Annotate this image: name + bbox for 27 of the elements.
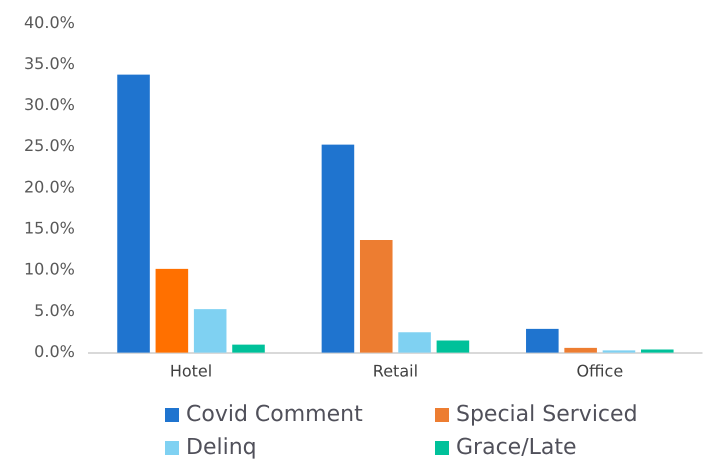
bar [641,350,674,353]
x-tick-label: Retail [372,362,418,381]
y-tick-label: 30.0% [24,95,75,114]
legend-label: Grace/Late [456,435,577,460]
legend-label: Delinq [186,435,257,460]
bar [436,340,470,353]
legend-label: Special Serviced [456,402,638,427]
y-tick-label: 0.0% [34,342,75,361]
bar [232,344,265,353]
y-tick-label: 25.0% [24,136,75,156]
bar [322,144,354,353]
bar [194,309,226,353]
x-tick-label: Hotel [170,362,212,381]
bar [398,332,431,353]
y-tick-label: 5.0% [34,300,75,320]
legend-label: Covid Comment [186,402,363,427]
bar [360,240,393,353]
y-tick-label: 40.0% [24,12,75,32]
bar [117,74,150,353]
y-tick-label: 35.0% [24,54,75,73]
x-tick-label: Office [576,362,624,381]
y-tick-label: 20.0% [24,177,75,196]
bar [564,348,597,353]
bar [526,328,559,353]
y-tick-label: 15.0% [24,218,75,238]
y-tick-label: 10.0% [24,260,75,279]
bar [156,268,188,353]
